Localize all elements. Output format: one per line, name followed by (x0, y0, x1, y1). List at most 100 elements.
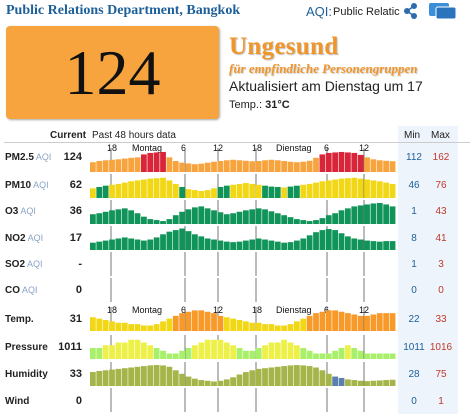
bar-pm10 (198, 190, 205, 198)
bar-pressure (255, 348, 262, 359)
bar-pm25 (128, 157, 135, 172)
bar-o3 (147, 219, 154, 224)
bar-no2 (223, 241, 230, 250)
bar-o3 (306, 221, 313, 224)
bar-o3 (109, 210, 115, 224)
bar-humidity (281, 366, 288, 386)
bar-no2 (306, 235, 313, 250)
bar-pm10 (249, 183, 256, 198)
bar-pressure (109, 345, 115, 359)
bar-pm10 (262, 185, 268, 198)
bar-pm10 (300, 184, 307, 198)
bar-pm25 (281, 161, 288, 172)
bar-pm10 (243, 183, 249, 198)
bar-o3 (281, 215, 288, 224)
bar-no2 (262, 239, 268, 250)
bar-temp (90, 317, 96, 331)
station-title[interactable]: Public Relations Department, Bangkok (6, 3, 241, 18)
bar-o3 (121, 208, 128, 224)
min-header: Min (404, 130, 421, 141)
row-min-o3: 1 (411, 206, 417, 217)
bar-humidity (313, 367, 319, 386)
bar-pm25 (287, 161, 294, 172)
bar-o3 (115, 209, 122, 224)
bar-pm25 (198, 163, 205, 172)
row-min-pm25: 112 (406, 152, 422, 163)
row-name-o3: O3 (5, 206, 19, 217)
bar-humidity (376, 380, 383, 386)
bar-temp (160, 321, 166, 332)
bar-pm10 (128, 181, 135, 198)
bar-humidity (243, 372, 249, 386)
bar-pressure (357, 350, 364, 359)
bar-humidity (249, 370, 256, 386)
bar-o3 (230, 213, 237, 224)
row-label-wind: Wind (5, 396, 29, 407)
bar-pm10 (376, 181, 383, 198)
bar-humidity (141, 366, 147, 386)
bar-pm25 (345, 152, 351, 172)
bar-pressure (96, 348, 103, 359)
row-max-so2: 3 (438, 259, 444, 270)
bar-pm25 (370, 159, 377, 172)
bar-pm10 (351, 177, 358, 198)
row-label-so2: SO2 AQI (5, 259, 43, 270)
bar-pm10 (287, 186, 294, 198)
row-min-no2: 8 (411, 233, 417, 244)
time-label-top-0: 18 (107, 143, 118, 153)
row-name-pm10: PM10 (5, 180, 32, 191)
bar-no2 (249, 239, 256, 250)
bar-pressure (268, 342, 275, 359)
past-header: Past 48 hours data (92, 130, 176, 141)
bar-pm10 (364, 179, 370, 198)
bar-temp (223, 317, 230, 331)
bar-o3 (192, 207, 198, 224)
bar-no2 (217, 240, 224, 250)
bar-no2 (141, 240, 147, 250)
row-current-pm25: 124 (63, 151, 82, 163)
bar-temp (198, 310, 205, 332)
bar-humidity (319, 370, 326, 386)
bar-pressure (300, 348, 307, 359)
bar-pressure (389, 353, 396, 359)
header-divider (4, 142, 470, 143)
row-name-so2: SO2 (5, 259, 26, 270)
row-current-pressure: 1011 (58, 341, 82, 353)
windows-icon[interactable] (428, 2, 458, 20)
row-label-humidity: Humidity (5, 369, 48, 380)
bar-pm10 (357, 178, 364, 198)
bar-pressure (230, 345, 237, 359)
bar-pressure (166, 353, 173, 359)
bar-no2 (90, 242, 96, 250)
bar-temp (268, 324, 275, 332)
bar-temp (319, 311, 326, 331)
bar-temp (364, 315, 370, 332)
bar-pm25 (172, 161, 179, 172)
bar-pressure (325, 353, 332, 359)
bar-pressure (198, 342, 205, 359)
bar-o3 (357, 205, 364, 224)
temp-label: Temp.: (229, 99, 263, 111)
aqi-status: Ungesund (229, 33, 339, 60)
row-max-no2: 41 (435, 233, 447, 244)
bar-pressure (319, 353, 326, 359)
share-icon[interactable] (403, 2, 419, 20)
bar-pm10 (389, 183, 396, 198)
bar-pressure (179, 350, 186, 359)
row-unit-pm25: AQI (35, 152, 52, 162)
bar-o3 (160, 221, 166, 224)
row-label-pm25: PM2.5 AQI (5, 152, 51, 163)
bar-pm10 (172, 183, 179, 198)
bar-pm10 (96, 187, 103, 198)
aqi-value-box: 124 (6, 26, 219, 119)
bar-humidity (274, 366, 281, 386)
bar-pm10 (306, 183, 313, 198)
bar-pm10 (230, 184, 237, 198)
bar-humidity (192, 378, 198, 386)
bar-o3 (243, 210, 249, 224)
bar-pm25 (153, 152, 160, 172)
bar-pm25 (364, 157, 370, 172)
bar-no2 (115, 238, 122, 250)
bar-temp (249, 322, 256, 331)
bar-pm25 (338, 151, 345, 172)
